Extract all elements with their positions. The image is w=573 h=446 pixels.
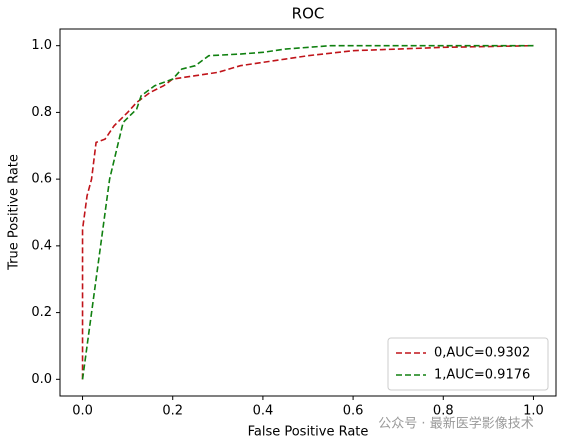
x-tick-label: 0.4 xyxy=(253,404,274,419)
watermark: 公众号 · 最新医学影像技术 xyxy=(378,416,533,432)
legend-label: 0,AUC=0.9302 xyxy=(434,346,530,361)
y-tick-label: 0.2 xyxy=(31,305,52,320)
legend-label: 1,AUC=0.9176 xyxy=(434,368,530,383)
x-tick-label: 0.0 xyxy=(72,404,93,419)
chart-title: ROC xyxy=(292,5,325,23)
y-tick-label: 0.4 xyxy=(31,238,52,253)
x-axis-label: False Positive Rate xyxy=(248,425,369,440)
y-tick-label: 0.8 xyxy=(31,105,52,120)
plot-frame xyxy=(59,28,557,397)
roc-line xyxy=(81,44,534,380)
y-tick-label: 0.0 xyxy=(31,372,52,387)
x-tick-label: 1.0 xyxy=(523,404,544,419)
x-tick-label: 0.8 xyxy=(433,404,454,419)
x-tick-label: 0.2 xyxy=(162,404,183,419)
roc-line xyxy=(81,44,534,380)
y-tick-label: 0.6 xyxy=(31,172,52,187)
y-tick-label: 1.0 xyxy=(31,38,52,53)
legend-box xyxy=(387,337,549,391)
x-tick-label: 0.6 xyxy=(343,404,364,419)
y-axis-label: True Positive Rate xyxy=(7,154,22,271)
